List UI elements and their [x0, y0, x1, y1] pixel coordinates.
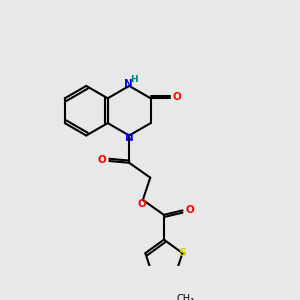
Text: N: N [124, 79, 133, 89]
Text: N: N [125, 133, 134, 143]
Text: S: S [178, 248, 186, 258]
Text: O: O [98, 155, 106, 165]
Text: O: O [172, 92, 181, 102]
Text: O: O [185, 205, 194, 214]
Text: CH₃: CH₃ [177, 294, 195, 300]
Text: O: O [138, 200, 146, 209]
Text: H: H [130, 75, 137, 84]
